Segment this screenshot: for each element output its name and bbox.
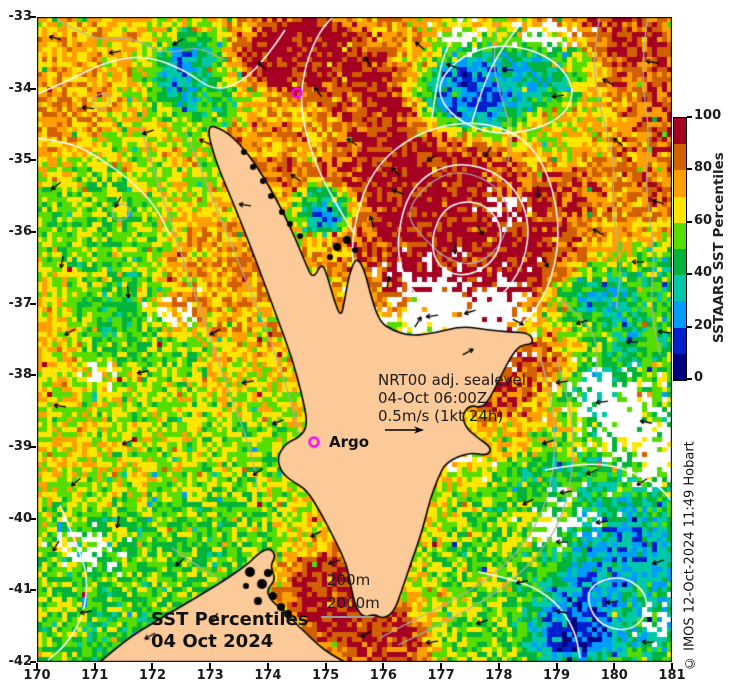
- colorbar-segment: [674, 275, 686, 302]
- sealevel-annotation: NRT00 adj. sealevel 04-Oct 06:00Z 0.5m/s…: [378, 371, 526, 425]
- sealevel-line-2: 04-Oct 06:00Z: [378, 389, 488, 407]
- copyright-text: © IMOS 12-Oct-2024 11:49 Hobart: [682, 441, 698, 670]
- x-tick-label: 181: [658, 668, 686, 683]
- colorbar-segment: [674, 118, 686, 145]
- y-tick-mark: [30, 231, 36, 233]
- x-tick-mark: [671, 663, 673, 669]
- x-tick-label: 172: [138, 668, 167, 683]
- y-tick-label: -34: [8, 80, 33, 96]
- x-tick-mark: [266, 663, 269, 669]
- y-tick-mark: [30, 302, 36, 305]
- y-tick-mark: [30, 16, 36, 18]
- colorbar-tick-label: 40: [694, 265, 713, 281]
- x-tick-label: 176: [369, 668, 397, 683]
- y-tick-mark: [30, 87, 36, 90]
- map-title-line-1: SST Percentiles: [151, 609, 309, 630]
- x-tick-mark: [555, 663, 558, 669]
- colorbar-segment: [674, 170, 686, 197]
- colorbar-segment: [674, 248, 686, 276]
- x-tick-mark: [151, 663, 154, 669]
- x-tick-label: 175: [312, 668, 340, 683]
- colorbar-tick-label: 20: [694, 317, 713, 333]
- colorbar-segment: [674, 327, 686, 354]
- x-tick-mark: [36, 663, 38, 669]
- colorbar-segment: [674, 222, 686, 249]
- depth-contour-legend-line: [321, 616, 374, 618]
- colorbar-tick-mark: [687, 168, 692, 171]
- colorbar-tick-mark: [687, 220, 692, 223]
- y-tick-label: -42: [8, 654, 33, 669]
- velocity-scale-arrow-icon: [385, 426, 424, 434]
- sealevel-line-1: NRT00 adj. sealevel: [378, 371, 526, 389]
- map-title: SST Percentiles 04 Oct 2024: [151, 609, 309, 653]
- y-tick-mark: [30, 589, 36, 592]
- y-tick-label: -41: [8, 582, 33, 598]
- colorbar-tick-label: 0: [694, 370, 704, 385]
- map-canvas: [37, 17, 672, 662]
- y-tick-label: -38: [8, 367, 33, 383]
- x-tick-label: 179: [542, 668, 571, 683]
- x-tick-label: 180: [600, 668, 628, 683]
- x-tick-label: 171: [81, 668, 109, 683]
- x-tick-mark: [209, 663, 212, 669]
- y-tick-label: -37: [8, 295, 33, 311]
- colorbar-tick-label: 60: [694, 212, 713, 228]
- colorbar-tick-mark: [687, 273, 692, 276]
- y-tick-mark: [30, 374, 36, 377]
- y-tick-label: -40: [8, 510, 33, 526]
- colorbar-tick-mark: [687, 325, 692, 328]
- colorbar-segment: [674, 301, 686, 328]
- colorbar-title: SSTAARS SST Percentiles: [711, 152, 727, 344]
- x-tick-mark: [440, 663, 443, 669]
- depth-label-2000m: 2000m: [327, 594, 380, 612]
- y-tick-mark: [30, 159, 36, 162]
- y-tick-label: -36: [8, 224, 33, 239]
- map-title-line-2: 04 Oct 2024: [151, 631, 274, 652]
- x-tick-label: 177: [427, 668, 455, 683]
- colorbar-tick-label: 100: [694, 108, 722, 123]
- colorbar-segment: [674, 353, 686, 380]
- y-tick-label: -33: [8, 9, 33, 24]
- x-tick-label: 170: [23, 668, 51, 683]
- x-tick-mark: [93, 663, 96, 669]
- depth-label-200m: 200m: [327, 571, 371, 589]
- x-tick-label: 178: [485, 668, 513, 683]
- colorbar-tick-mark: [687, 116, 692, 118]
- colorbar: [673, 117, 687, 381]
- colorbar-tick-label: 80: [694, 160, 713, 176]
- y-tick-mark: [30, 517, 36, 520]
- sealevel-line-3: 0.5m/s (1kt 24h): [378, 407, 504, 425]
- y-tick-mark: [30, 446, 36, 448]
- argo-label: Argo: [329, 433, 370, 451]
- x-tick-mark: [324, 663, 327, 669]
- colorbar-tick-mark: [687, 378, 692, 380]
- x-tick-mark: [613, 663, 616, 669]
- x-tick-label: 174: [254, 668, 282, 683]
- x-tick-mark: [497, 663, 500, 669]
- colorbar-segment: [674, 196, 686, 223]
- y-tick-label: -35: [8, 152, 33, 168]
- colorbar-segment: [674, 144, 686, 171]
- y-tick-label: -39: [8, 439, 33, 454]
- y-tick-mark: [30, 661, 36, 663]
- x-tick-mark: [382, 663, 385, 669]
- x-tick-label: 173: [196, 668, 224, 683]
